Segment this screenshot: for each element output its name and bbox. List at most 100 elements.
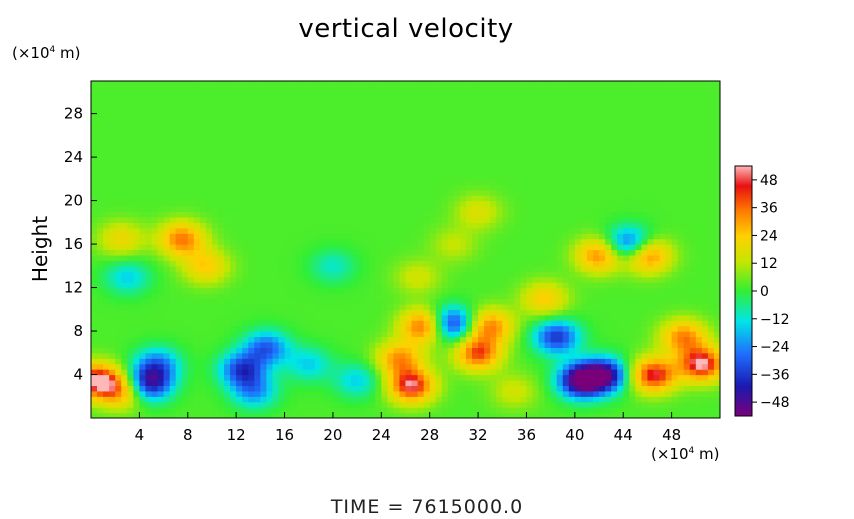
- heatmap-cell: [302, 341, 310, 348]
- heatmap-cell: [508, 320, 515, 327]
- heatmap-cell: [139, 244, 147, 251]
- heatmap-cell: [653, 396, 661, 403]
- heatmap-cell: [695, 325, 703, 332]
- heatmap-cell: [550, 292, 558, 300]
- heatmap-cell: [574, 178, 582, 185]
- heatmap-cell: [544, 314, 552, 321]
- heatmap-cell: [544, 385, 552, 392]
- heatmap-cell: [659, 265, 667, 272]
- heatmap-cell: [169, 282, 177, 289]
- heatmap-cell: [435, 314, 443, 321]
- heatmap-cell: [381, 352, 388, 359]
- heatmap-cell: [133, 369, 140, 376]
- heatmap-cell: [677, 407, 685, 414]
- heatmap-cell: [532, 184, 540, 191]
- heatmap-cell: [145, 276, 153, 283]
- heatmap-cell: [103, 233, 110, 240]
- heatmap-cell: [701, 178, 709, 185]
- heatmap-cell: [520, 336, 528, 343]
- heatmap-cell: [302, 206, 310, 213]
- heatmap-cell: [435, 157, 443, 164]
- heatmap-cell: [617, 298, 624, 305]
- heatmap-cell: [163, 200, 171, 207]
- heatmap-cell: [520, 238, 528, 245]
- heatmap-cell: [393, 238, 401, 245]
- heatmap-cell: [230, 412, 237, 418]
- heatmap-cell: [357, 352, 364, 359]
- heatmap-cell: [435, 162, 443, 169]
- heatmap-cell: [218, 184, 225, 191]
- heatmap-cell: [381, 412, 388, 418]
- heatmap-cell: [647, 195, 655, 202]
- heatmap-cell: [332, 363, 340, 370]
- heatmap-cell: [441, 298, 449, 305]
- heatmap-cell: [211, 396, 219, 403]
- heatmap-cell: [302, 189, 310, 196]
- heatmap-cell: [417, 369, 425, 376]
- heatmap-cell: [586, 227, 594, 234]
- heatmap-cell: [683, 303, 691, 310]
- heatmap-cell: [254, 401, 261, 408]
- heatmap-cell: [97, 189, 104, 196]
- heatmap-cell: [532, 379, 540, 386]
- heatmap-cell: [647, 303, 655, 310]
- heatmap-cell: [641, 157, 649, 164]
- heatmap-cell: [393, 184, 401, 191]
- heatmap-cell: [496, 173, 503, 180]
- heatmap-cell: [320, 211, 328, 218]
- heatmap-cell: [387, 412, 395, 418]
- heatmap-cell: [478, 178, 485, 185]
- heatmap-cell: [254, 244, 261, 251]
- heatmap-cell: [272, 184, 280, 191]
- heatmap-cell: [296, 298, 304, 305]
- heatmap-cell: [647, 325, 655, 332]
- heatmap-cell: [97, 314, 104, 321]
- heatmap-cell: [109, 352, 116, 359]
- heatmap-cell: [653, 385, 661, 392]
- heatmap-cell: [163, 249, 171, 256]
- heatmap-cell: [465, 325, 473, 332]
- heatmap-cell: [465, 385, 473, 392]
- heatmap-cell: [133, 385, 140, 392]
- heatmap-cell: [671, 206, 679, 213]
- heatmap-cell: [677, 173, 685, 180]
- heatmap-cell: [145, 249, 153, 256]
- heatmap-cell: [574, 314, 582, 321]
- heatmap-cell: [550, 314, 558, 321]
- heatmap-cell: [242, 178, 249, 185]
- heatmap-cell: [514, 233, 522, 240]
- heatmap-cell: [562, 385, 570, 392]
- heatmap-cell: [369, 314, 376, 321]
- heatmap-cell: [381, 233, 388, 240]
- heatmap-cell: [224, 379, 231, 386]
- heatmap-cell: [199, 178, 207, 185]
- heatmap-cell: [320, 189, 328, 196]
- heatmap-cell: [447, 396, 455, 403]
- heatmap-cell: [562, 412, 570, 418]
- heatmap-cell: [574, 336, 582, 343]
- heatmap-cell: [326, 341, 334, 348]
- heatmap-cell: [629, 222, 636, 229]
- heatmap-cell: [405, 227, 413, 234]
- heatmap-cell: [363, 178, 370, 185]
- heatmap-cell: [272, 385, 280, 392]
- heatmap-cell: [181, 222, 189, 229]
- heatmap-cell: [109, 303, 116, 310]
- heatmap-cell: [290, 157, 298, 164]
- heatmap-cell: [187, 336, 195, 343]
- heatmap-cell: [248, 314, 255, 321]
- heatmap-cell: [490, 287, 497, 294]
- heatmap-cell: [205, 227, 213, 234]
- heatmap-cell: [459, 292, 467, 300]
- heatmap-cell: [181, 244, 189, 251]
- heatmap-cell: [187, 369, 195, 376]
- heatmap-cell: [538, 254, 546, 261]
- heatmap-cell: [351, 352, 358, 359]
- heatmap-cell: [429, 396, 437, 403]
- heatmap-cell: [574, 325, 582, 332]
- heatmap-cell: [121, 265, 128, 272]
- heatmap-cell: [568, 211, 576, 218]
- heatmap-cell: [429, 271, 437, 278]
- heatmap-cell: [169, 303, 177, 310]
- heatmap-cell: [586, 407, 594, 414]
